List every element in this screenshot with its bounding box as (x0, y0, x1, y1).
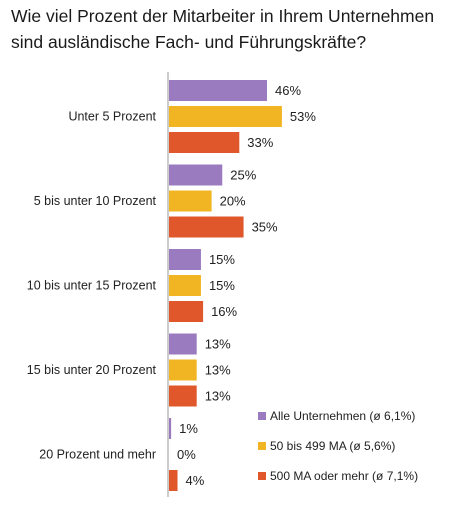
legend-label: 500 MA oder mehr (ø 7,1%) (270, 469, 418, 483)
category-label: 15 bis unter 20 Prozent (27, 363, 157, 377)
data-label: 16% (211, 304, 237, 319)
data-label: 4% (186, 473, 205, 488)
data-label: 1% (179, 421, 198, 436)
bar (169, 106, 282, 127)
bar (169, 190, 212, 212)
bar (169, 80, 267, 101)
data-label: 13% (205, 337, 231, 352)
bar (169, 359, 197, 381)
bar (169, 301, 204, 322)
data-label: 15% (209, 278, 235, 293)
legend-swatch (258, 472, 266, 480)
data-label: 46% (275, 83, 301, 98)
data-label: 53% (290, 109, 316, 124)
legend-label: Alle Unternehmen (ø 6,1%) (270, 409, 415, 423)
bar (169, 418, 172, 439)
data-label: 15% (209, 252, 235, 267)
bar (169, 470, 178, 491)
data-label: 33% (247, 135, 273, 150)
bar (169, 249, 201, 270)
data-label: 0% (177, 447, 196, 462)
bar (169, 132, 240, 153)
legend-swatch (258, 442, 266, 450)
bar (169, 164, 223, 186)
category-label: 20 Prozent und mehr (39, 448, 156, 462)
category-label: 5 bis unter 10 Prozent (34, 194, 157, 208)
data-label: 25% (230, 168, 256, 183)
chart-title: Wie viel Prozent der Mitarbeiter in Ihre… (11, 6, 435, 52)
legend-label: 50 bis 499 MA (ø 5,6%) (270, 439, 395, 453)
bar (169, 275, 201, 296)
data-label: 20% (220, 194, 246, 209)
data-label: 35% (252, 220, 278, 235)
legend-swatch (258, 412, 266, 420)
data-label: 13% (205, 363, 231, 378)
bar (169, 333, 197, 355)
data-label: 13% (205, 389, 231, 404)
category-label: 10 bis unter 15 Prozent (27, 279, 157, 293)
bar (169, 216, 244, 238)
bar (169, 385, 197, 407)
category-label: Unter 5 Prozent (68, 110, 156, 124)
